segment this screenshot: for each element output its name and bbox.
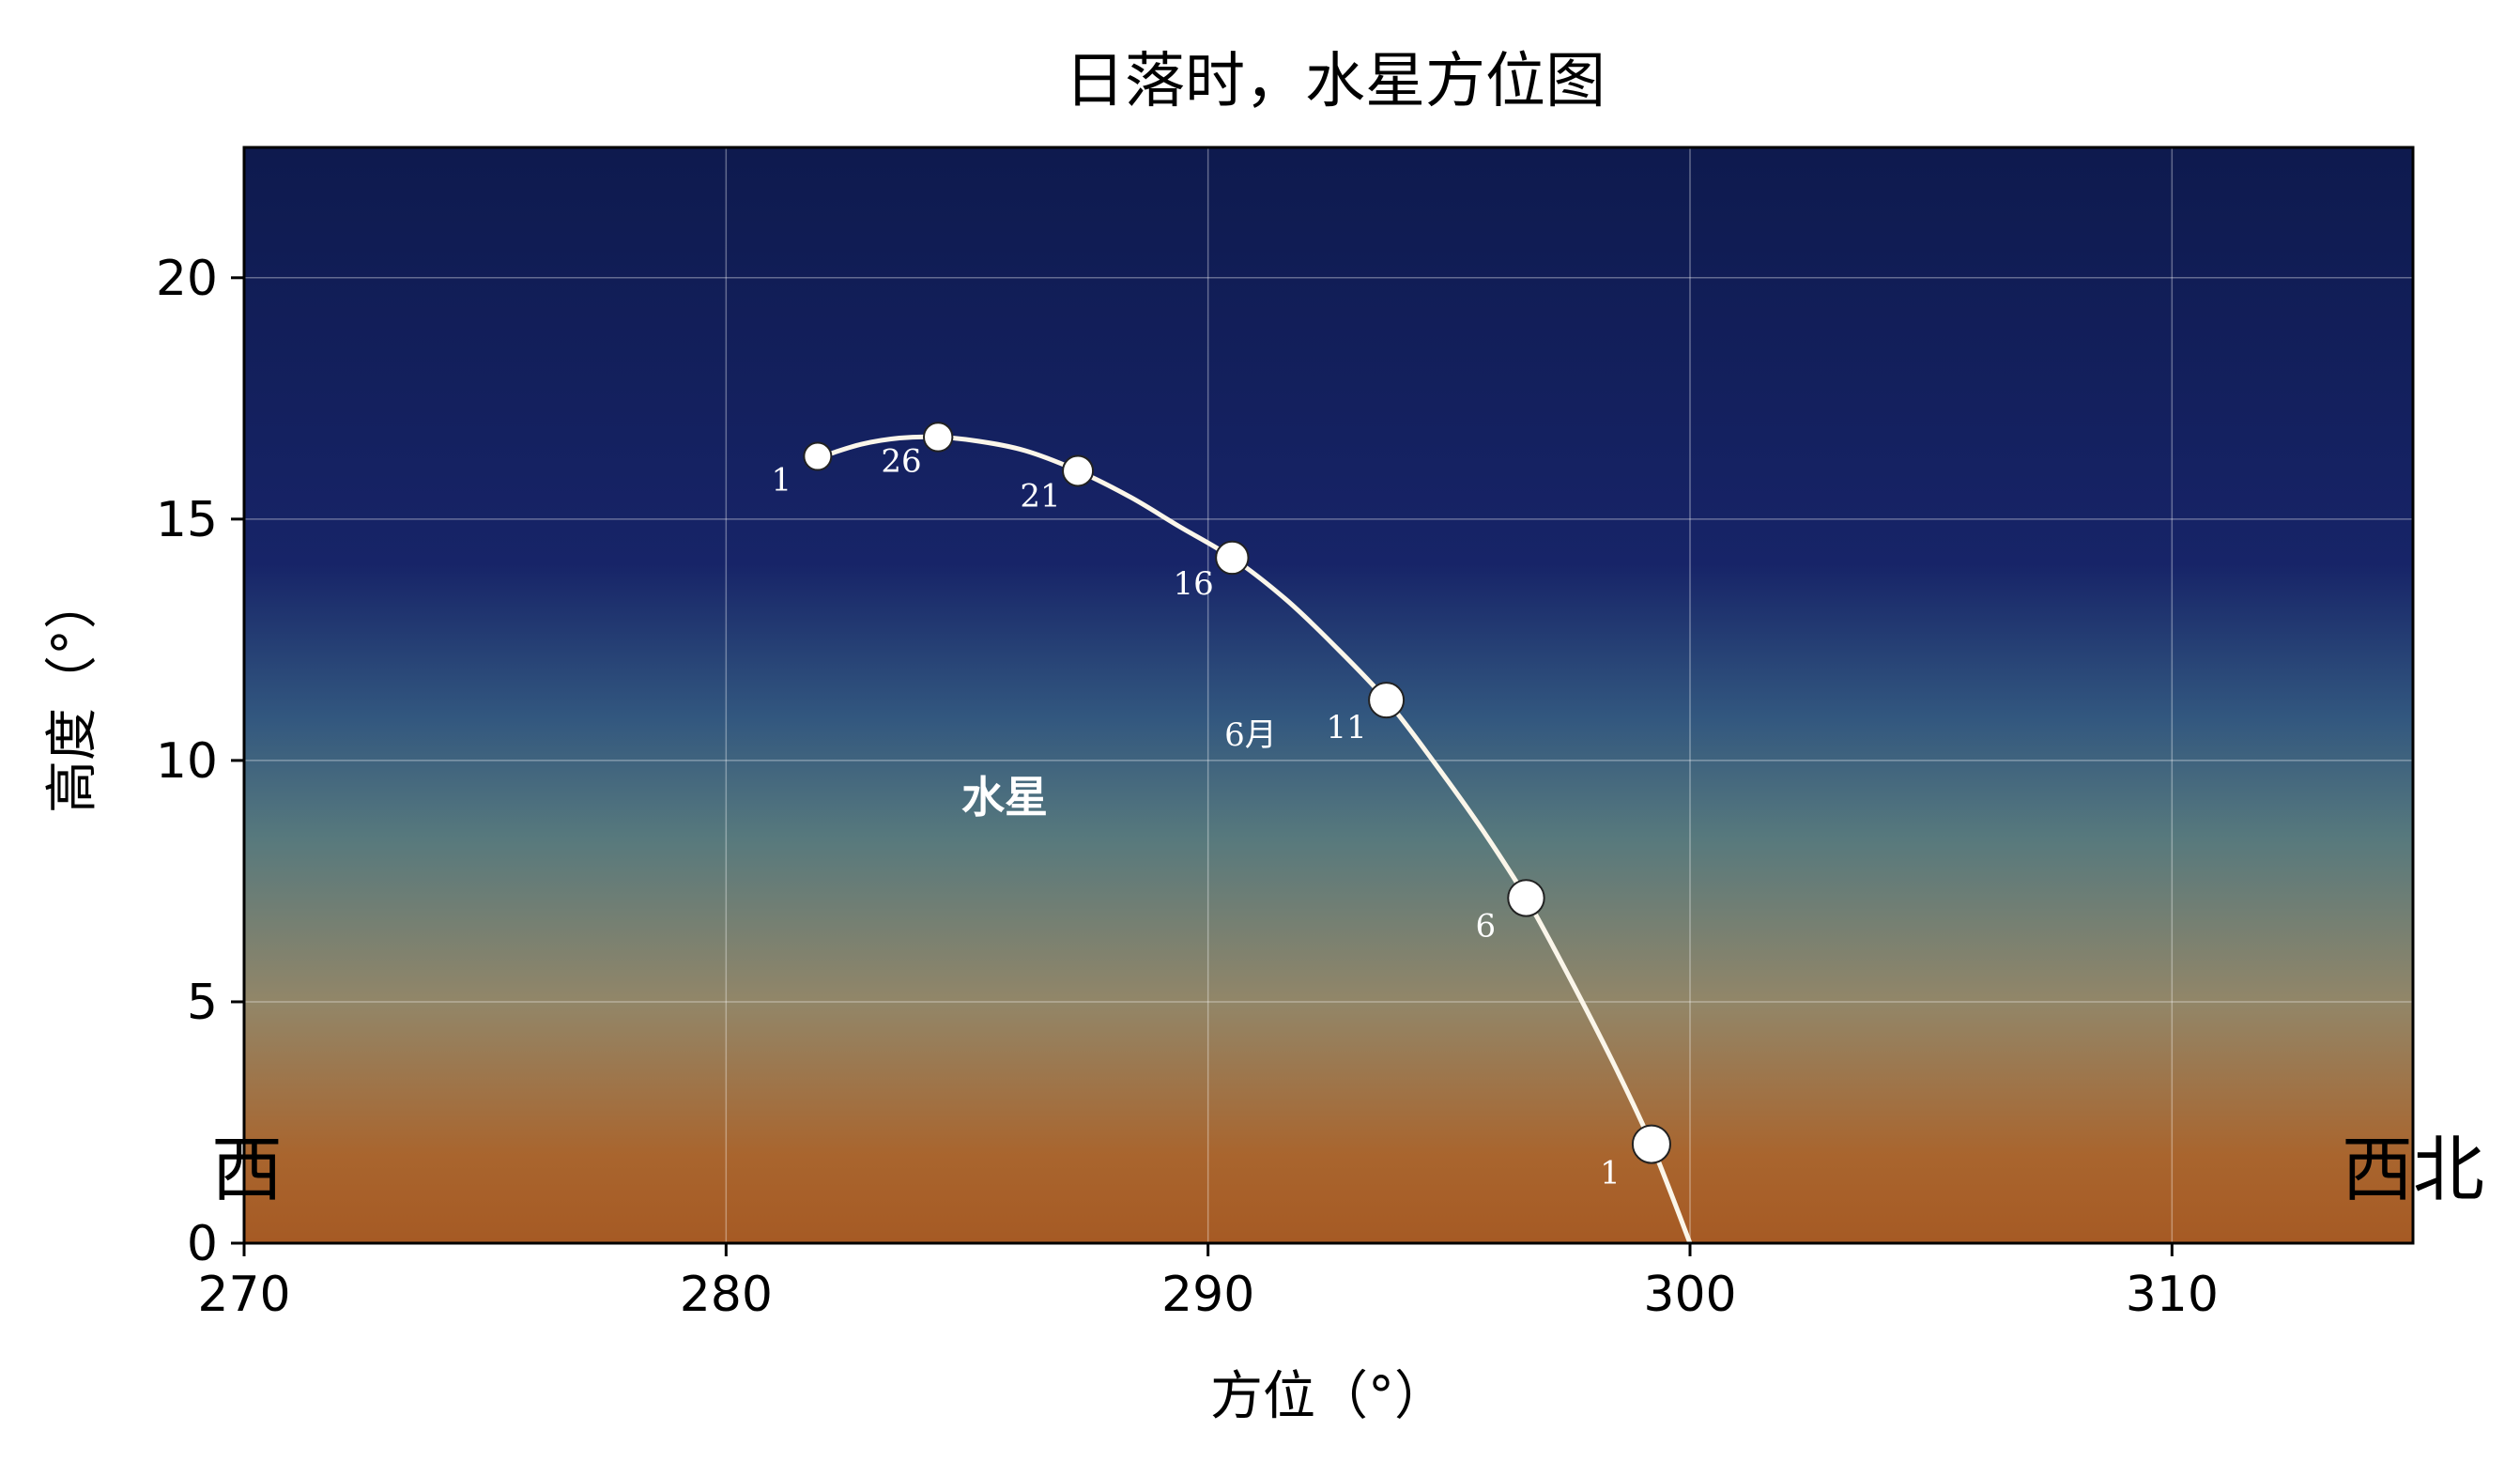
date-marker	[1507, 879, 1545, 917]
date-label: 11	[1326, 709, 1366, 746]
date-marker	[1215, 540, 1250, 576]
y-tick-label: 15	[156, 492, 218, 548]
date-label: 1	[1600, 1155, 1621, 1192]
date-label: 26	[881, 443, 921, 481]
date-marker	[1631, 1124, 1671, 1164]
y-axis-ticks: 0 5 10 15 20	[156, 251, 244, 1272]
month-annotation: 6月	[1224, 716, 1277, 754]
date-markers	[803, 422, 1671, 1164]
chart-title: 日落时，水星方位图	[1065, 47, 1606, 116]
x-tick-label: 290	[1161, 1267, 1254, 1323]
date-label: 6	[1475, 908, 1496, 946]
date-marker	[803, 441, 833, 471]
x-tick-label: 280	[680, 1267, 773, 1323]
planet-annotation: 水星	[961, 772, 1048, 823]
date-marker	[1368, 682, 1406, 719]
date-marker	[1062, 454, 1095, 487]
plot-frame	[242, 146, 2415, 1245]
x-tick-label: 270	[197, 1267, 290, 1323]
mercury-path-curve	[820, 434, 1693, 1243]
grid-lines	[244, 147, 2413, 1243]
y-tick-label: 10	[156, 733, 218, 790]
sky-background	[244, 147, 2413, 1243]
x-axis-label: 方位（°）	[1210, 1366, 1447, 1427]
x-axis-ticks: 270 280 290 300 310	[197, 1243, 2219, 1323]
date-label: 16	[1174, 565, 1214, 603]
y-axis-label: 高度（°）	[42, 577, 103, 813]
y-tick-label: 5	[187, 975, 218, 1031]
date-label: 1	[772, 462, 792, 500]
x-tick-label: 300	[1643, 1267, 1736, 1323]
x-tick-label: 310	[2126, 1267, 2219, 1323]
date-marker	[923, 422, 954, 453]
date-label: 21	[1020, 477, 1060, 515]
y-tick-label: 20	[156, 251, 218, 307]
direction-west-label: 西	[211, 1128, 283, 1211]
y-tick-label: 0	[187, 1216, 218, 1272]
